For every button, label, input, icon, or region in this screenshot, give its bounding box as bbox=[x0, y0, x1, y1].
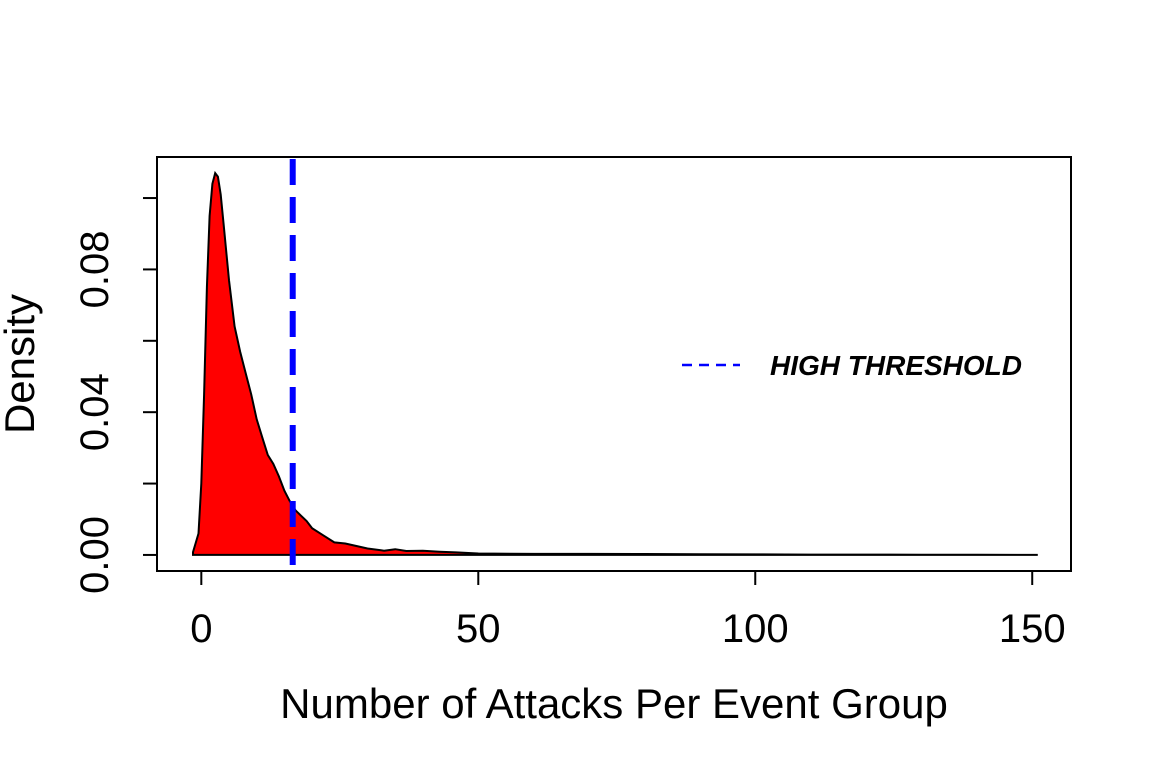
y-tick-label: 0.00 bbox=[73, 516, 117, 594]
x-axis-title: Number of Attacks Per Event Group bbox=[280, 680, 948, 727]
density-area bbox=[192, 170, 1038, 556]
y-axis-title: Density bbox=[0, 294, 43, 434]
y-axis: 0.00 0.04 0.08 bbox=[73, 197, 158, 594]
y-tick-label: 0.08 bbox=[73, 230, 117, 308]
x-tick-label: 100 bbox=[722, 607, 789, 651]
plot-area bbox=[192, 159, 1038, 571]
legend-label: HIGH THRESHOLD bbox=[770, 350, 1022, 381]
legend-background bbox=[664, 325, 1071, 403]
x-tick-label: 150 bbox=[999, 607, 1066, 651]
x-tick-label: 50 bbox=[456, 607, 501, 651]
y-tick-label: 0.04 bbox=[73, 373, 117, 451]
x-tick-label: 0 bbox=[190, 607, 212, 651]
legend: HIGH THRESHOLD bbox=[664, 325, 1071, 403]
x-axis: 0 50 100 150 bbox=[190, 570, 1066, 651]
